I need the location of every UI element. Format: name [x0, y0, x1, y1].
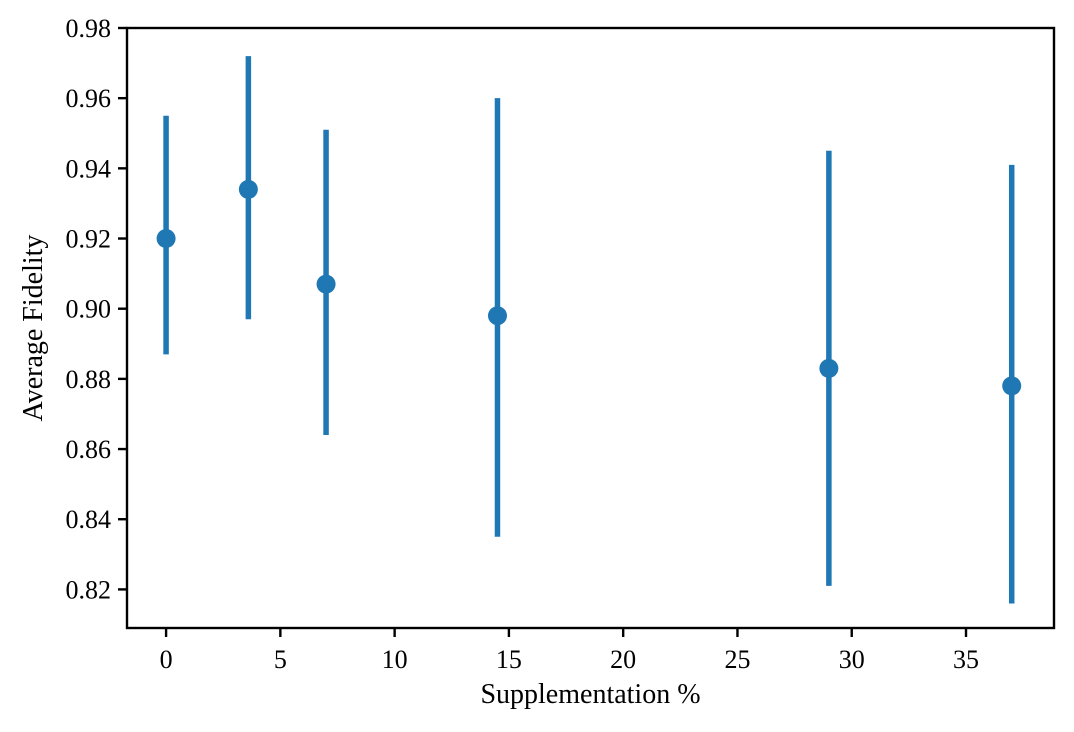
data-point-marker — [1002, 376, 1022, 396]
x-tick-label: 10 — [382, 645, 408, 674]
data-point-marker — [487, 306, 507, 326]
x-tick-label: 25 — [724, 645, 750, 674]
y-tick-label: 0.92 — [66, 225, 112, 254]
y-tick-label: 0.98 — [66, 14, 112, 43]
axes-frame — [125, 26, 1056, 630]
x-tick-label: 20 — [610, 645, 636, 674]
data-point-marker — [238, 179, 258, 199]
x-tick-label: 5 — [274, 645, 287, 674]
y-tick-label: 0.82 — [66, 575, 112, 604]
data-point-marker — [156, 229, 176, 249]
x-tick-label: 35 — [953, 645, 979, 674]
y-tick-label: 0.96 — [66, 84, 112, 113]
y-tick-label: 0.88 — [66, 365, 112, 394]
data-point-marker — [316, 274, 336, 294]
data-point-marker — [819, 358, 839, 378]
y-tick-label: 0.86 — [66, 435, 112, 464]
x-tick-label: 15 — [496, 645, 522, 674]
y-tick-label: 0.84 — [66, 505, 112, 534]
x-axis-label: Supplementation % — [480, 679, 701, 710]
y-tick-label: 0.94 — [66, 154, 112, 183]
y-axis-label: Average Fidelity — [18, 234, 49, 422]
y-tick-label: 0.90 — [66, 295, 112, 324]
x-tick-label: 30 — [839, 645, 865, 674]
x-tick-label: 0 — [160, 645, 173, 674]
